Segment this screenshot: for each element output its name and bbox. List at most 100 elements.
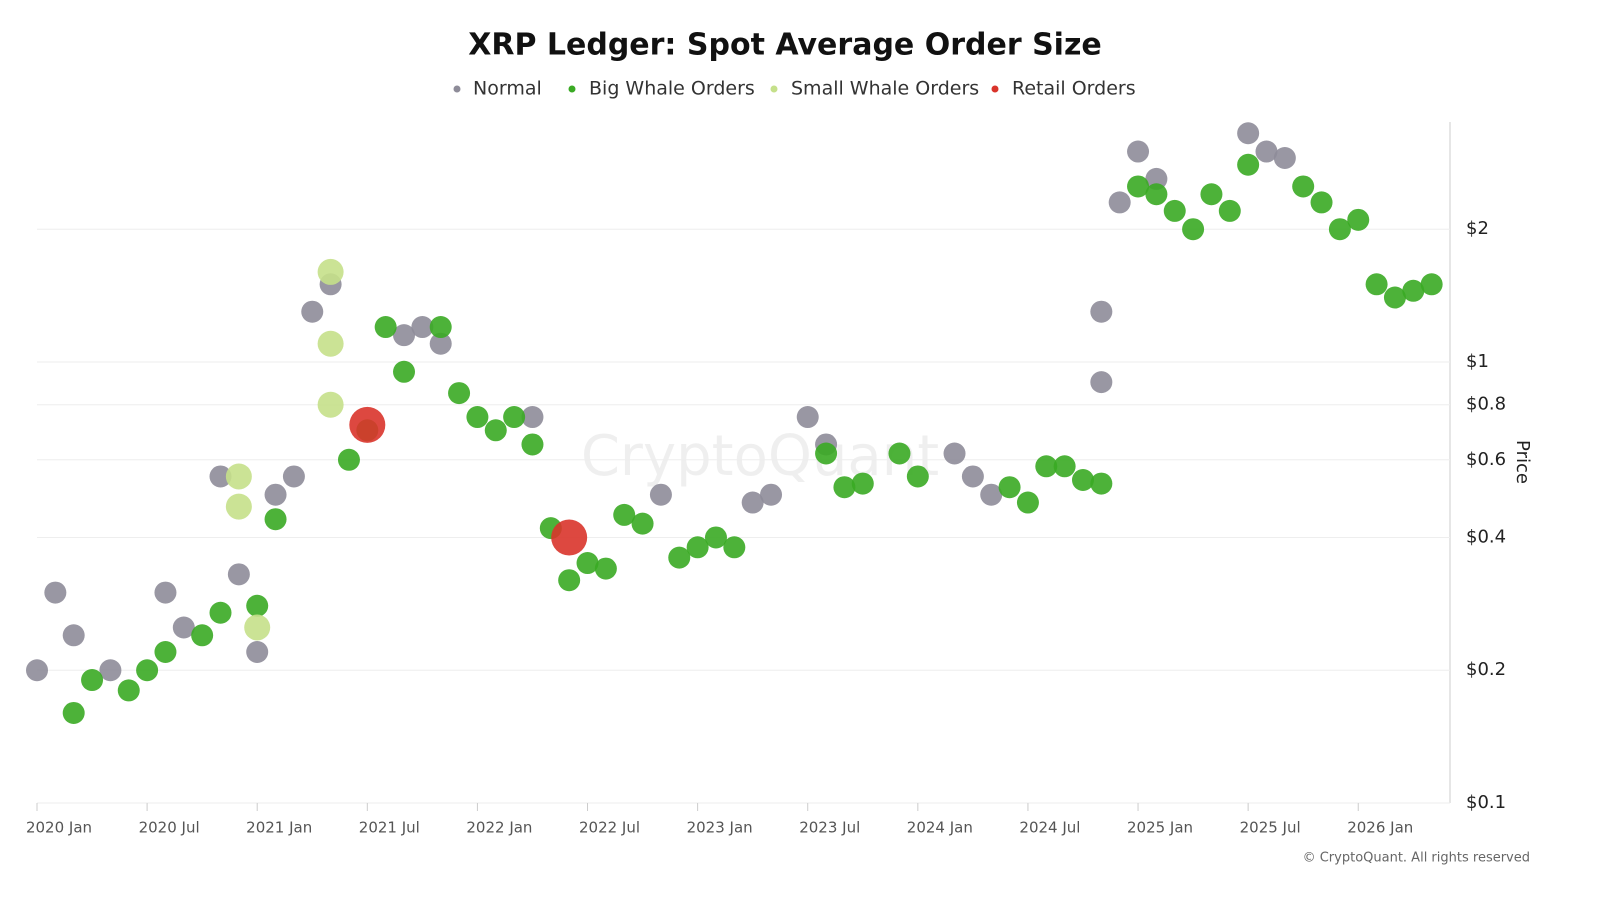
data-point xyxy=(1127,140,1150,163)
data-point xyxy=(1310,191,1333,214)
data-point xyxy=(264,508,287,531)
data-point xyxy=(81,669,104,692)
data-point xyxy=(1090,371,1113,394)
data-point xyxy=(1071,468,1094,491)
data-point xyxy=(1420,273,1443,296)
x-tick-label: 2021 Jan xyxy=(246,819,312,837)
data-point xyxy=(62,701,85,724)
data-point xyxy=(317,330,344,357)
data-point xyxy=(1328,218,1351,241)
data-point xyxy=(668,546,691,569)
data-point xyxy=(943,442,966,465)
y-tick-label: $1 xyxy=(1466,351,1489,372)
data-point xyxy=(961,465,984,488)
data-point xyxy=(1365,273,1388,296)
legend-marker xyxy=(991,85,999,93)
x-tick-label: 2025 Jan xyxy=(1127,819,1193,837)
data-point xyxy=(225,463,252,490)
y-tick-label: $0.2 xyxy=(1466,659,1506,680)
data-point xyxy=(393,360,416,383)
data-point xyxy=(594,557,617,580)
data-point xyxy=(349,406,386,443)
legend-marker xyxy=(568,85,576,93)
legend-label: Big Whale Orders xyxy=(589,78,755,100)
data-point xyxy=(1383,286,1406,309)
x-tick-label: 2022 Jul xyxy=(579,819,640,837)
data-point xyxy=(374,316,397,339)
legend-label: Small Whale Orders xyxy=(791,78,979,100)
x-tick-label: 2024 Jan xyxy=(907,819,973,837)
y-axis-label: Price xyxy=(1512,440,1533,484)
data-point xyxy=(209,465,232,488)
data-point xyxy=(484,419,507,442)
data-point xyxy=(136,659,159,682)
data-point xyxy=(1182,218,1205,241)
data-point xyxy=(1127,175,1150,198)
data-point xyxy=(1292,175,1315,198)
data-point xyxy=(448,382,471,405)
data-point xyxy=(980,483,1003,506)
data-point xyxy=(264,483,287,506)
data-point xyxy=(1347,208,1370,231)
data-point xyxy=(154,581,177,604)
legend-marker xyxy=(770,85,778,93)
x-tick-label: 2021 Jul xyxy=(359,819,420,837)
watermark: CryptoQuant xyxy=(581,424,939,489)
data-point xyxy=(172,616,195,639)
data-point xyxy=(551,519,588,556)
data-point xyxy=(1145,167,1168,190)
data-point xyxy=(429,316,452,339)
data-point xyxy=(317,258,344,285)
source-note: © CryptoQuant. All rights reserved xyxy=(1303,851,1530,866)
data-point xyxy=(1053,455,1076,478)
data-point xyxy=(117,679,140,702)
data-point xyxy=(815,442,838,465)
data-point xyxy=(1273,147,1296,170)
data-point xyxy=(62,624,85,647)
x-tick-label: 2023 Jan xyxy=(687,819,753,837)
legend-marker xyxy=(453,85,461,93)
data-point xyxy=(1200,183,1223,206)
data-point xyxy=(503,406,526,429)
data-point xyxy=(631,512,654,535)
data-point xyxy=(282,465,305,488)
data-point xyxy=(244,614,271,641)
data-point xyxy=(1237,122,1260,145)
data-point xyxy=(1237,153,1260,176)
x-tick-label: 2025 Jul xyxy=(1240,819,1301,837)
data-point xyxy=(649,483,672,506)
data-point xyxy=(1255,140,1278,163)
data-point xyxy=(209,601,232,624)
data-point xyxy=(851,472,874,495)
chart-title: XRP Ledger: Spot Average Order Size xyxy=(468,28,1102,63)
data-point xyxy=(246,594,269,617)
data-point xyxy=(1016,491,1039,514)
data-point xyxy=(723,536,746,559)
data-point xyxy=(225,493,252,520)
data-point xyxy=(317,391,344,418)
data-point xyxy=(613,503,636,526)
data-point xyxy=(1035,455,1058,478)
y-tick-label: $0.8 xyxy=(1466,394,1506,415)
legend-label: Normal xyxy=(473,78,542,100)
data-point xyxy=(337,448,360,471)
data-point xyxy=(906,465,929,488)
x-tick-label: 2020 Jan xyxy=(26,819,92,837)
data-point xyxy=(558,569,581,592)
data-point xyxy=(1218,199,1241,222)
y-tick-label: $2 xyxy=(1466,218,1489,239)
x-tick-label: 2024 Jul xyxy=(1019,819,1080,837)
data-point xyxy=(1163,199,1186,222)
data-point xyxy=(246,640,269,663)
y-tick-label: $0.6 xyxy=(1466,449,1506,470)
data-point xyxy=(1090,300,1113,323)
data-point xyxy=(998,476,1021,499)
data-point xyxy=(760,483,783,506)
data-point xyxy=(301,300,324,323)
data-point xyxy=(1090,472,1113,495)
x-tick-label: 2026 Jan xyxy=(1347,819,1413,837)
y-tick-label: $0.1 xyxy=(1466,792,1506,813)
data-point xyxy=(521,433,544,456)
data-point xyxy=(521,406,544,429)
